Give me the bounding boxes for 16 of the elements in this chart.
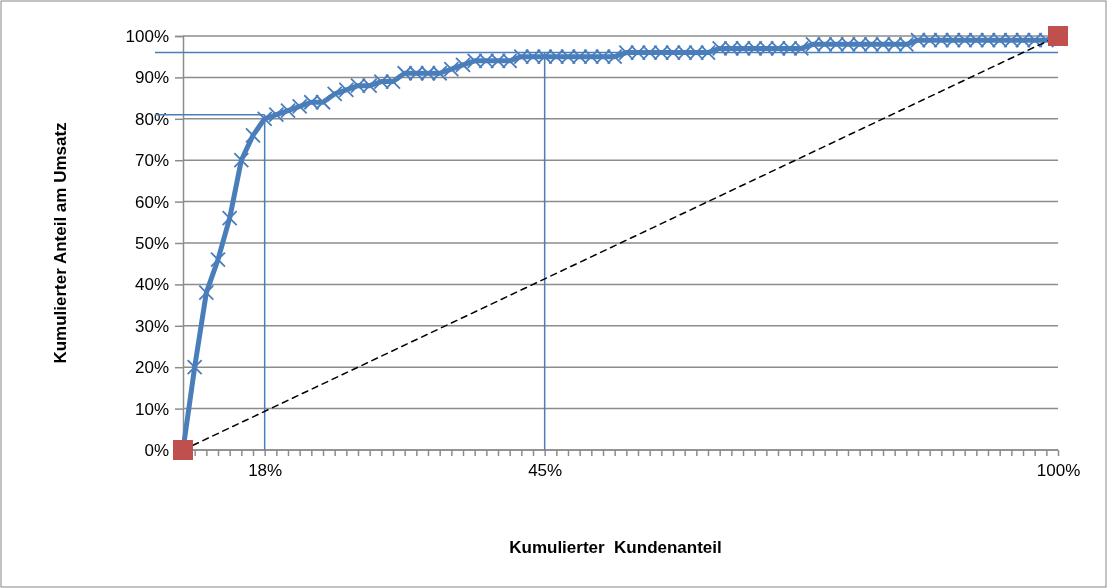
x-tick-label: 18% — [248, 461, 283, 481]
y-tick-label: 20% — [134, 358, 169, 378]
y-axis-title: Kumulierter Anteil am Umsatz — [51, 122, 70, 364]
y-tick-label: 80% — [134, 109, 169, 129]
x-tick-label: 45% — [528, 461, 563, 481]
y-tick-label: 50% — [134, 233, 169, 253]
y-tick-label: 30% — [134, 316, 169, 336]
x-axis-title: Kumulierter Kundenanteil — [509, 538, 722, 557]
y-tick-label: 90% — [134, 68, 169, 88]
y-tick-label: 70% — [134, 151, 169, 171]
y-tick-label: 0% — [144, 440, 169, 460]
y-tick-label: 10% — [134, 399, 169, 419]
x-tick-label: 100% — [1036, 461, 1081, 481]
y-tick-label: 60% — [134, 192, 169, 212]
y-tick-label: 40% — [134, 275, 169, 295]
y-tick-label: 100% — [125, 26, 169, 46]
